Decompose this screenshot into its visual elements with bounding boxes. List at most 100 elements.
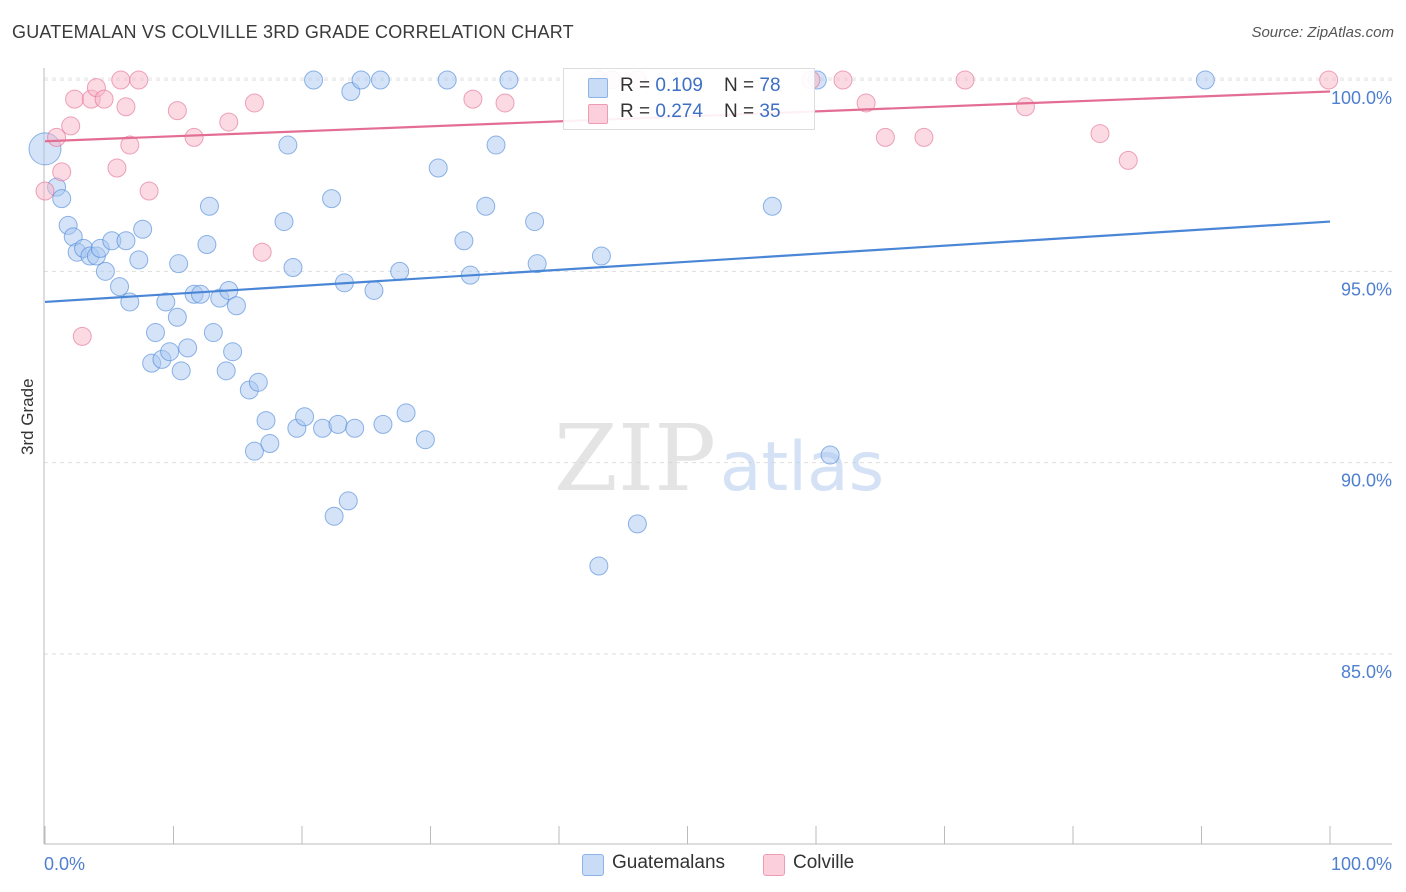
data-point xyxy=(278,135,298,155)
data-point xyxy=(589,556,609,576)
data-point xyxy=(476,196,496,216)
legend-r-value: 0.274 xyxy=(655,101,703,122)
data-point xyxy=(437,70,457,90)
legend-r-label: R = xyxy=(620,101,656,122)
data-point xyxy=(110,277,130,297)
data-point xyxy=(591,246,611,266)
legend-n-value: 35 xyxy=(759,101,781,122)
trend-line-guatemalans xyxy=(44,220,1331,304)
y-tick-label: 85.0% xyxy=(1341,662,1392,682)
legend-r-value: 0.109 xyxy=(655,75,703,96)
data-point xyxy=(107,158,127,178)
data-point xyxy=(1195,70,1215,90)
data-point xyxy=(1319,70,1339,90)
data-point xyxy=(415,430,435,450)
data-point xyxy=(248,372,268,392)
data-point xyxy=(197,235,217,255)
data-point xyxy=(955,70,975,90)
data-point xyxy=(199,196,219,216)
legend-r-label: R = xyxy=(620,75,656,96)
data-point xyxy=(351,70,371,90)
data-point xyxy=(833,70,853,90)
data-point xyxy=(156,292,176,312)
data-point xyxy=(52,162,72,182)
points-layer xyxy=(28,70,1339,576)
data-point xyxy=(256,411,276,431)
data-point xyxy=(35,181,55,201)
data-point xyxy=(160,342,180,362)
data-point xyxy=(252,242,272,262)
data-point xyxy=(171,361,191,381)
data-point xyxy=(203,323,223,343)
data-point xyxy=(120,135,140,155)
data-point xyxy=(1090,124,1110,144)
axes xyxy=(43,68,1392,845)
data-point xyxy=(94,89,114,109)
data-point xyxy=(169,254,189,274)
data-point xyxy=(219,112,239,132)
legend-n-label: N = xyxy=(724,101,760,122)
data-point xyxy=(139,181,159,201)
stats-legend: R = 0.109 N = 78 R = 0.274 N = 35 xyxy=(563,68,815,130)
data-point xyxy=(345,418,365,438)
data-point xyxy=(390,261,410,281)
data-point xyxy=(856,93,876,113)
chart-title: GUATEMALAN VS COLVILLE 3RD GRADE CORRELA… xyxy=(12,22,574,42)
data-point xyxy=(914,127,934,147)
data-point xyxy=(274,212,294,232)
data-point xyxy=(129,70,149,90)
legend-n-value: 78 xyxy=(759,75,781,96)
data-point xyxy=(324,506,344,526)
data-point xyxy=(111,70,131,90)
tick-labels: 100.0% 95.0% 90.0% 85.0% 0.0% 100.0% xyxy=(44,88,1392,874)
data-point xyxy=(146,323,166,343)
data-point xyxy=(226,296,246,316)
data-point xyxy=(129,250,149,270)
data-point xyxy=(370,70,390,90)
data-point xyxy=(627,514,647,534)
y-tick-label: 95.0% xyxy=(1341,279,1392,299)
data-point xyxy=(72,326,92,346)
data-point xyxy=(184,127,204,147)
data-point xyxy=(486,135,506,155)
data-point xyxy=(223,342,243,362)
y-axis-label: 3rd Grade xyxy=(18,378,37,455)
data-point xyxy=(762,196,782,216)
bottom-legend-label: Colville xyxy=(793,852,855,873)
legend-swatch-guatemalans xyxy=(588,78,608,98)
data-point xyxy=(52,189,72,209)
data-point xyxy=(527,254,547,274)
data-point xyxy=(167,307,187,327)
bottom-legend-swatch xyxy=(763,854,785,876)
x-tick-label: 100.0% xyxy=(1331,854,1392,874)
data-point xyxy=(178,338,198,358)
legend-n-label: N = xyxy=(724,75,760,96)
data-point xyxy=(260,434,280,454)
data-point xyxy=(428,158,448,178)
data-point xyxy=(95,261,115,281)
data-point xyxy=(295,407,315,427)
data-point xyxy=(495,93,515,113)
data-point xyxy=(244,93,264,113)
data-point xyxy=(133,219,153,239)
data-point xyxy=(820,445,840,465)
data-point xyxy=(1015,97,1035,117)
data-point xyxy=(338,491,358,511)
watermark-atlas: atlas xyxy=(720,428,884,507)
source-label: Source: ZipAtlas.com xyxy=(1251,24,1394,41)
y-tick-label: 90.0% xyxy=(1341,471,1392,491)
data-point xyxy=(328,414,348,434)
legend-swatch-colville xyxy=(588,104,608,124)
grid-lines xyxy=(44,77,1392,655)
data-point xyxy=(244,441,264,461)
data-point xyxy=(499,70,519,90)
data-point xyxy=(61,116,81,136)
data-point xyxy=(167,101,187,121)
data-point xyxy=(283,258,303,278)
bottom-legend-label: Guatemalans xyxy=(612,852,726,873)
data-point xyxy=(364,280,384,300)
data-point xyxy=(463,89,483,109)
x-tick-label: 0.0% xyxy=(44,854,85,874)
data-point xyxy=(304,70,324,90)
